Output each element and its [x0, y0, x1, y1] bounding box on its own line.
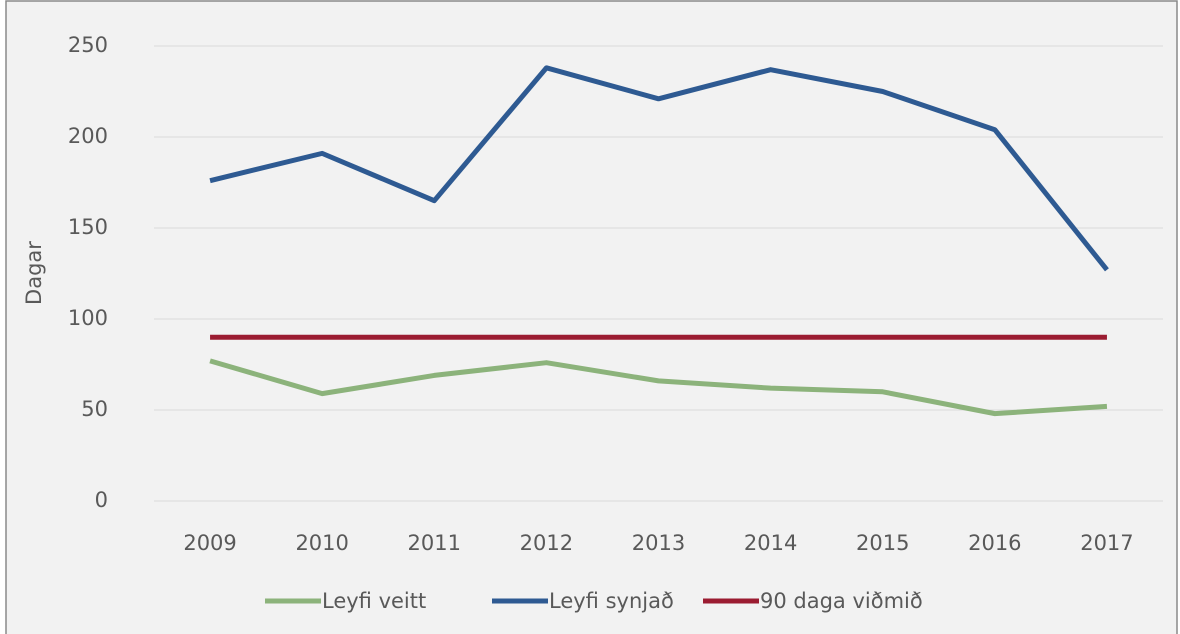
y-tick-label: 50	[81, 397, 108, 421]
x-tick-label: 2010	[295, 531, 348, 555]
series-line	[209, 358, 1108, 417]
x-tick-label: 2017	[1080, 531, 1133, 555]
legend-label: Leyfi synjað	[549, 589, 674, 613]
x-tick-label: 2013	[632, 531, 685, 555]
x-tick-label: 2012	[520, 531, 573, 555]
y-tick-label: 0	[95, 488, 108, 512]
chart-background	[5, 0, 1178, 634]
x-tick-label: 2014	[744, 531, 797, 555]
legend-label: Leyfi veitt	[322, 589, 426, 613]
y-tick-label: 150	[68, 215, 108, 239]
x-tick-label: 2015	[856, 531, 909, 555]
y-tick-label: 100	[68, 306, 108, 330]
x-tick-label: 2016	[968, 531, 1021, 555]
series-line	[209, 65, 1109, 272]
y-tick-label: 250	[68, 33, 108, 57]
x-tick-label: 2011	[408, 531, 461, 555]
y-tick-label: 200	[68, 124, 108, 148]
x-tick-label: 2009	[183, 531, 236, 555]
legend-label: 90 daga viðmið	[760, 589, 923, 613]
y-axis-label: Dagar	[22, 241, 46, 305]
